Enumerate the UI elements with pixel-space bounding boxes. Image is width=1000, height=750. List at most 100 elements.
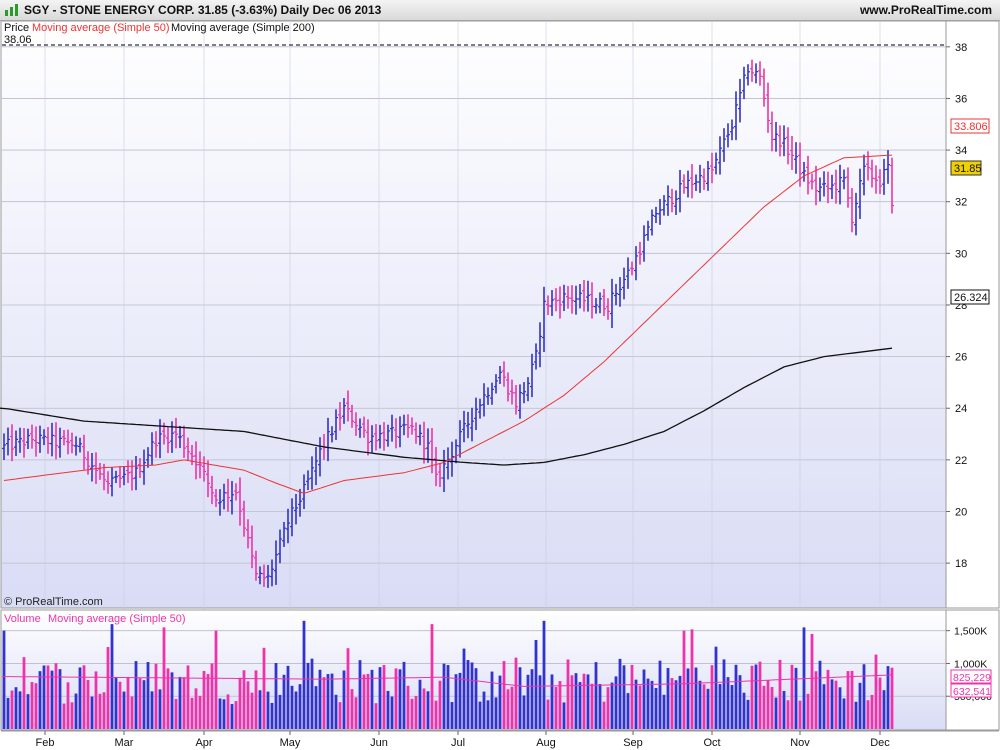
volume-bar (882, 690, 886, 729)
price-bar (174, 417, 178, 449)
price-bar (678, 169, 682, 213)
price-bar (382, 422, 386, 451)
price-bar (458, 420, 462, 458)
price-bar (658, 199, 662, 225)
volume-bar (130, 696, 134, 729)
volume-bar (502, 661, 506, 729)
price-bar (606, 298, 610, 320)
price-bar (830, 174, 834, 200)
volume-bar (18, 691, 22, 729)
volume-bar (598, 684, 602, 729)
price-bar (834, 169, 838, 204)
price-bar (202, 456, 206, 482)
price-bar (874, 165, 878, 194)
price-bar (702, 168, 706, 190)
price-bar (698, 164, 702, 193)
price-bar (314, 446, 318, 486)
price-bar (642, 225, 646, 262)
price-bar (122, 465, 126, 486)
volume-bar (742, 692, 746, 729)
price-bar (58, 427, 62, 458)
volume-bar (266, 691, 270, 729)
volume-bar (426, 691, 430, 729)
price-bar (426, 428, 430, 463)
volume-bar (238, 677, 242, 729)
price-bar (390, 414, 394, 442)
volume-ma-tag: 825,229 (950, 669, 992, 684)
price-bar (630, 261, 634, 276)
volume-bar (842, 698, 846, 729)
price-bar (766, 82, 770, 133)
price-bar (294, 493, 298, 525)
volume-bar (526, 674, 530, 729)
price-bar (654, 206, 658, 224)
volume-bar (346, 648, 350, 729)
volume-bar (538, 675, 542, 729)
volume-bar (650, 680, 654, 729)
price-bar (618, 277, 622, 307)
price-tick-label: 22 (955, 455, 967, 467)
ma50-price-tag: 33.806 (950, 118, 990, 134)
volume-bar (282, 674, 286, 729)
volume-bar (654, 688, 658, 729)
price-bar (238, 477, 242, 526)
price-bar (230, 480, 234, 515)
month-label: Dec (870, 737, 890, 749)
volume-tick-label: 1,000K (954, 658, 987, 670)
volume-bar (386, 690, 390, 729)
volume-bar (718, 684, 722, 729)
price-bar (882, 158, 886, 195)
volume-bar (390, 696, 394, 729)
volume-bar (298, 684, 302, 729)
price-bar (358, 418, 362, 438)
volume-bar (570, 675, 574, 729)
volume-bar (870, 694, 874, 729)
price-bar (754, 63, 758, 84)
last-price-tag-label: 31.85 (954, 163, 982, 175)
volume-bar (422, 688, 426, 729)
volume-bar (354, 697, 358, 729)
price-bar (802, 161, 806, 182)
price-bar (682, 174, 686, 194)
price-bar (190, 445, 194, 466)
volume-bar (118, 681, 122, 729)
volume-bar (294, 691, 298, 729)
price-bar (178, 425, 182, 449)
volume-bar (546, 699, 550, 729)
volume-second-tag: 632,541 (950, 683, 992, 698)
volume-bar (874, 654, 878, 729)
volume-bar (770, 687, 774, 729)
ma200-line (0, 347, 893, 466)
price-bar (374, 424, 378, 451)
price-bar (706, 161, 710, 191)
month-label: Sep (623, 737, 643, 749)
price-bar (242, 500, 246, 537)
volume-bar (710, 665, 714, 729)
price-bar (822, 171, 826, 197)
site-link[interactable]: www.ProRealTime.com (859, 3, 992, 17)
volume-bar (122, 691, 126, 729)
volume-bar (398, 669, 402, 729)
price-bar (602, 288, 606, 317)
price-bar (130, 460, 134, 491)
volume-bar (314, 686, 318, 729)
volume-bar (562, 702, 566, 729)
volume-bar (230, 704, 234, 729)
volume-bar (6, 697, 10, 729)
volume-bar (242, 670, 246, 729)
price-bar (78, 437, 82, 453)
volume-bar (782, 690, 786, 729)
price-bar (526, 377, 530, 402)
price-bar (842, 169, 846, 190)
price-bar (782, 125, 786, 157)
volume-bar (778, 659, 782, 729)
volume-bar (630, 664, 634, 729)
ma50-line (3, 154, 893, 494)
price-bar (118, 466, 122, 488)
price-bar (814, 165, 818, 206)
price-bar (626, 257, 630, 289)
price-bar (90, 453, 94, 482)
month-label: May (280, 737, 301, 749)
price-bar (854, 192, 858, 236)
price-bar (694, 174, 698, 191)
